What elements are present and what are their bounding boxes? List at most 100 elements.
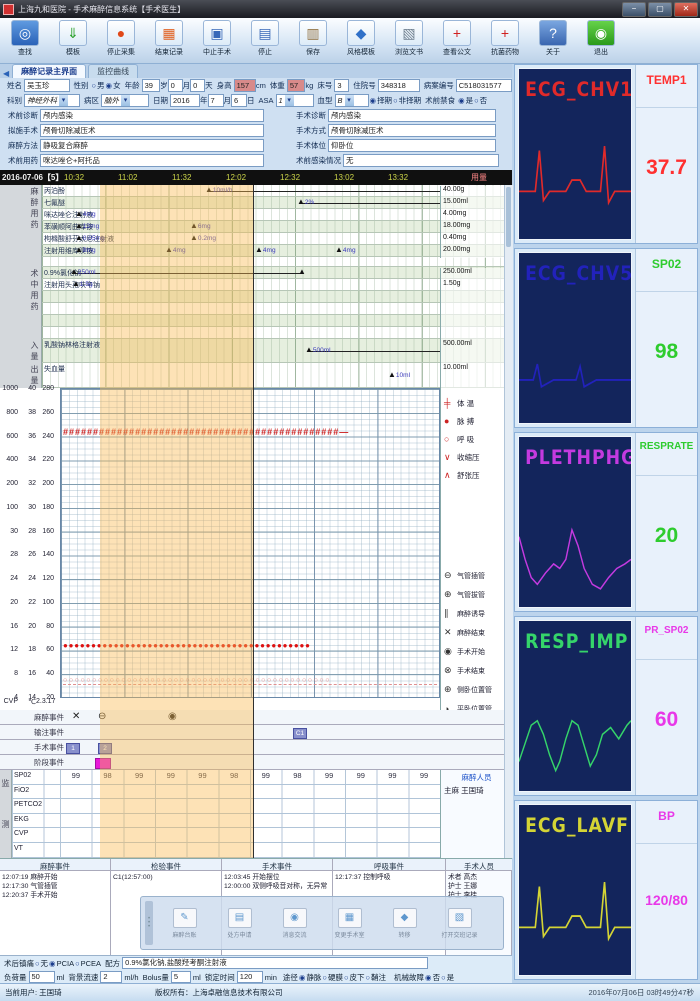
phase-event-marker-row[interactable]: 阶段事件 bbox=[0, 755, 512, 770]
legend-symbol-icon: ∧ bbox=[444, 469, 451, 480]
route-subcut-radio[interactable]: ○ bbox=[343, 972, 349, 982]
pca-pcea-radio[interactable]: ○ bbox=[75, 958, 80, 968]
surg-dx-field[interactable]: 颅内感染 bbox=[328, 109, 496, 122]
toolbar-button[interactable]: ◉ 退出 bbox=[578, 20, 624, 57]
intraop-drug-row[interactable]: 注射用头孢呋辛钠 ▲1.5g 1.50g bbox=[42, 279, 512, 292]
toolbar-button[interactable]: ● 停止采集 bbox=[98, 20, 144, 57]
planned-surgery-field[interactable]: 颅骨切除减压术 bbox=[40, 124, 264, 137]
date-day-field[interactable]: 6 bbox=[231, 94, 247, 107]
drug-row[interactable]: 丙泊酚 ▲10ml/h 40.00g bbox=[42, 185, 512, 198]
toolbar-button[interactable]: ◎ 查找 bbox=[2, 20, 48, 57]
surgery-event-marker-row[interactable]: 手术事件 1 2 bbox=[0, 740, 512, 755]
bolus-field[interactable]: 5 bbox=[170, 971, 191, 983]
route-intrathecal-radio[interactable]: ○ bbox=[365, 972, 371, 982]
formula-field[interactable]: 0.9%氯化钠,盐酸羟考酮注射液 bbox=[122, 957, 429, 969]
date-year-field[interactable]: 2016 bbox=[170, 94, 200, 107]
toolbar-button[interactable]: ▧ 浏览文书 bbox=[386, 20, 432, 57]
record-no-field[interactable]: C518031577 bbox=[455, 79, 513, 92]
name-field[interactable]: 吴玉珍 bbox=[24, 79, 70, 92]
intraop-drug-row[interactable]: 0.9%氯化钠 ▲250ml ▲ 250.00ml bbox=[42, 267, 512, 280]
drug-row[interactable]: 注射用维库溴铵 ▲8mg ▲4mg ▲4mg ▲4mg 20.00mg bbox=[42, 245, 512, 258]
phase-chip[interactable] bbox=[95, 758, 111, 769]
date-month-field[interactable]: 7 bbox=[207, 94, 224, 107]
fasting-yes-radio[interactable]: ◉ bbox=[458, 96, 465, 105]
chevron-down-icon[interactable]: ▾ bbox=[344, 95, 354, 106]
height-field[interactable]: 157 bbox=[233, 79, 256, 92]
bed-field[interactable]: 3 bbox=[334, 79, 350, 92]
elective-radio[interactable]: ◉ bbox=[369, 96, 377, 105]
premed-field[interactable]: 咪达唑仑+阿托品 bbox=[40, 154, 264, 167]
popup-button[interactable]: ✎ 麻醉台账 bbox=[157, 907, 212, 939]
lock-field[interactable]: 120 bbox=[236, 971, 263, 983]
toolbar-button[interactable]: ▣ 中止手术 bbox=[194, 20, 240, 57]
dept-select[interactable]: 神经外科 ▾ bbox=[24, 94, 80, 107]
drug-row[interactable]: 咪达唑仑注射液 ▲4mg 4.00mg bbox=[42, 209, 512, 222]
weight-field[interactable]: 57 bbox=[286, 79, 306, 92]
blood-type-select[interactable]: B ▾ bbox=[334, 94, 369, 107]
load-field[interactable]: 50 bbox=[28, 971, 55, 983]
preop-dx-field[interactable]: 颅内感染 bbox=[40, 109, 264, 122]
toolbar-button[interactable]: + 查看公文 bbox=[434, 20, 480, 57]
popup-button[interactable]: ▦ 变更手术室 bbox=[322, 907, 377, 939]
chevron-down-icon[interactable]: ▾ bbox=[284, 95, 294, 106]
tab-nav-left-icon[interactable]: ◀ bbox=[3, 69, 10, 78]
fasting-no-radio[interactable]: ○ bbox=[474, 96, 479, 105]
ward-select[interactable]: 脑外 ▾ bbox=[101, 94, 149, 107]
chevron-down-icon[interactable]: ▾ bbox=[121, 95, 130, 106]
toolbar-button[interactable]: ◆ 风格模板 bbox=[338, 20, 384, 57]
infusion-chip[interactable]: C1 bbox=[293, 728, 307, 739]
asa-select[interactable]: 1 ▾ bbox=[275, 94, 314, 107]
infusion-event-marker-row[interactable]: 输注事件 C1 bbox=[0, 725, 512, 740]
route-epidural-radio[interactable]: ○ bbox=[322, 972, 327, 982]
drug-name: 咪达唑仑注射液 bbox=[44, 212, 93, 219]
anesthesia-method-field[interactable]: 静吸复合麻醉 bbox=[40, 139, 264, 152]
toolbar-button[interactable]: + 抗菌药物 bbox=[482, 20, 528, 57]
surgery-chip[interactable]: 2 bbox=[98, 743, 112, 754]
chart-scrollbar[interactable] bbox=[504, 185, 513, 858]
tab-monitor-curves[interactable]: 监控曲线 bbox=[88, 64, 139, 78]
popup-drag-handle[interactable]: • • • bbox=[145, 901, 153, 945]
maximize-button[interactable]: ▢ bbox=[648, 1, 672, 17]
toolbar-button[interactable]: ⇓ 模板 bbox=[50, 20, 96, 57]
toolbar-button[interactable]: ▤ 停止 bbox=[242, 20, 288, 57]
output-row[interactable]: 失血量 ▲10ml 10.00ml bbox=[42, 363, 512, 389]
pca-none-radio[interactable]: ○ bbox=[35, 958, 40, 968]
vitals-plot[interactable]: ########################################… bbox=[60, 388, 440, 698]
output-total: 10.00ml bbox=[440, 364, 506, 389]
tab-anesthesia-record[interactable]: 麻醉记录主界面 bbox=[12, 64, 87, 78]
close-button[interactable]: ✕ bbox=[674, 1, 698, 17]
drug-row[interactable]: 苯磺顺阿曲库铵 ▲12mg ▲6mg 18.00mg bbox=[42, 221, 512, 234]
minimize-button[interactable]: − bbox=[622, 1, 646, 17]
chevron-down-icon[interactable]: ▾ bbox=[59, 95, 68, 106]
fault-no-radio[interactable]: ◉ bbox=[425, 972, 432, 982]
non-elective-radio[interactable]: ○ bbox=[393, 96, 398, 105]
anes-event-marker-row[interactable]: 麻醉事件 ✕ ⊖ ◉ bbox=[0, 710, 512, 725]
intake-row[interactable]: 乳酸钠林格注射液 ▲500ml 500.00ml bbox=[42, 339, 512, 364]
toolbar-button[interactable]: ▥ 保存 bbox=[290, 20, 336, 57]
drug-row[interactable]: 七氟醚 ▲2% 15.00ml bbox=[42, 197, 512, 210]
admission-field[interactable]: 348318 bbox=[377, 79, 420, 92]
surgery-method-field[interactable]: 颅骨切除减压术 bbox=[328, 124, 496, 137]
fault-yes-radio[interactable]: ○ bbox=[441, 972, 446, 982]
anes-events-panel[interactable]: 12:07:19 麻醉开始 12:17:30 气管插管 12:20:37 手术开… bbox=[0, 871, 111, 955]
toolbar-button[interactable]: ? 关于 bbox=[530, 20, 576, 57]
route-iv-radio[interactable]: ◉ bbox=[298, 972, 306, 982]
infection-field[interactable]: 无 bbox=[343, 154, 499, 167]
gender-female-radio[interactable]: ◉ bbox=[105, 81, 113, 90]
popup-button[interactable]: ◉ 消息交流 bbox=[267, 907, 322, 939]
rate-field[interactable]: 2 bbox=[100, 971, 123, 983]
age-months-field[interactable]: 0 bbox=[167, 79, 183, 92]
popup-button[interactable]: ◆ 转移 bbox=[377, 907, 432, 939]
scrollbar-thumb[interactable] bbox=[506, 187, 511, 247]
toolbar-button[interactable]: ▦ 结束记录 bbox=[146, 20, 192, 57]
age-years-field[interactable]: 39 bbox=[141, 79, 161, 92]
popup-button[interactable]: ▤ 处方申请 bbox=[212, 907, 267, 939]
gender-male-radio[interactable]: ○ bbox=[91, 81, 97, 90]
pca-pcia-radio[interactable]: ◉ bbox=[49, 958, 56, 968]
popup-button[interactable]: ▧ 打开交班记录 bbox=[432, 907, 487, 939]
ward-label: 病区 bbox=[84, 96, 99, 105]
surgery-chip[interactable]: 1 bbox=[66, 743, 80, 754]
age-days-field[interactable]: 0 bbox=[190, 79, 206, 92]
drug-row[interactable]: 枸橼酸舒芬太尼注射液 ▲0.05mg ▲0.2mg 0.40mg bbox=[42, 233, 512, 246]
position-field[interactable]: 仰卧位 bbox=[328, 139, 496, 152]
